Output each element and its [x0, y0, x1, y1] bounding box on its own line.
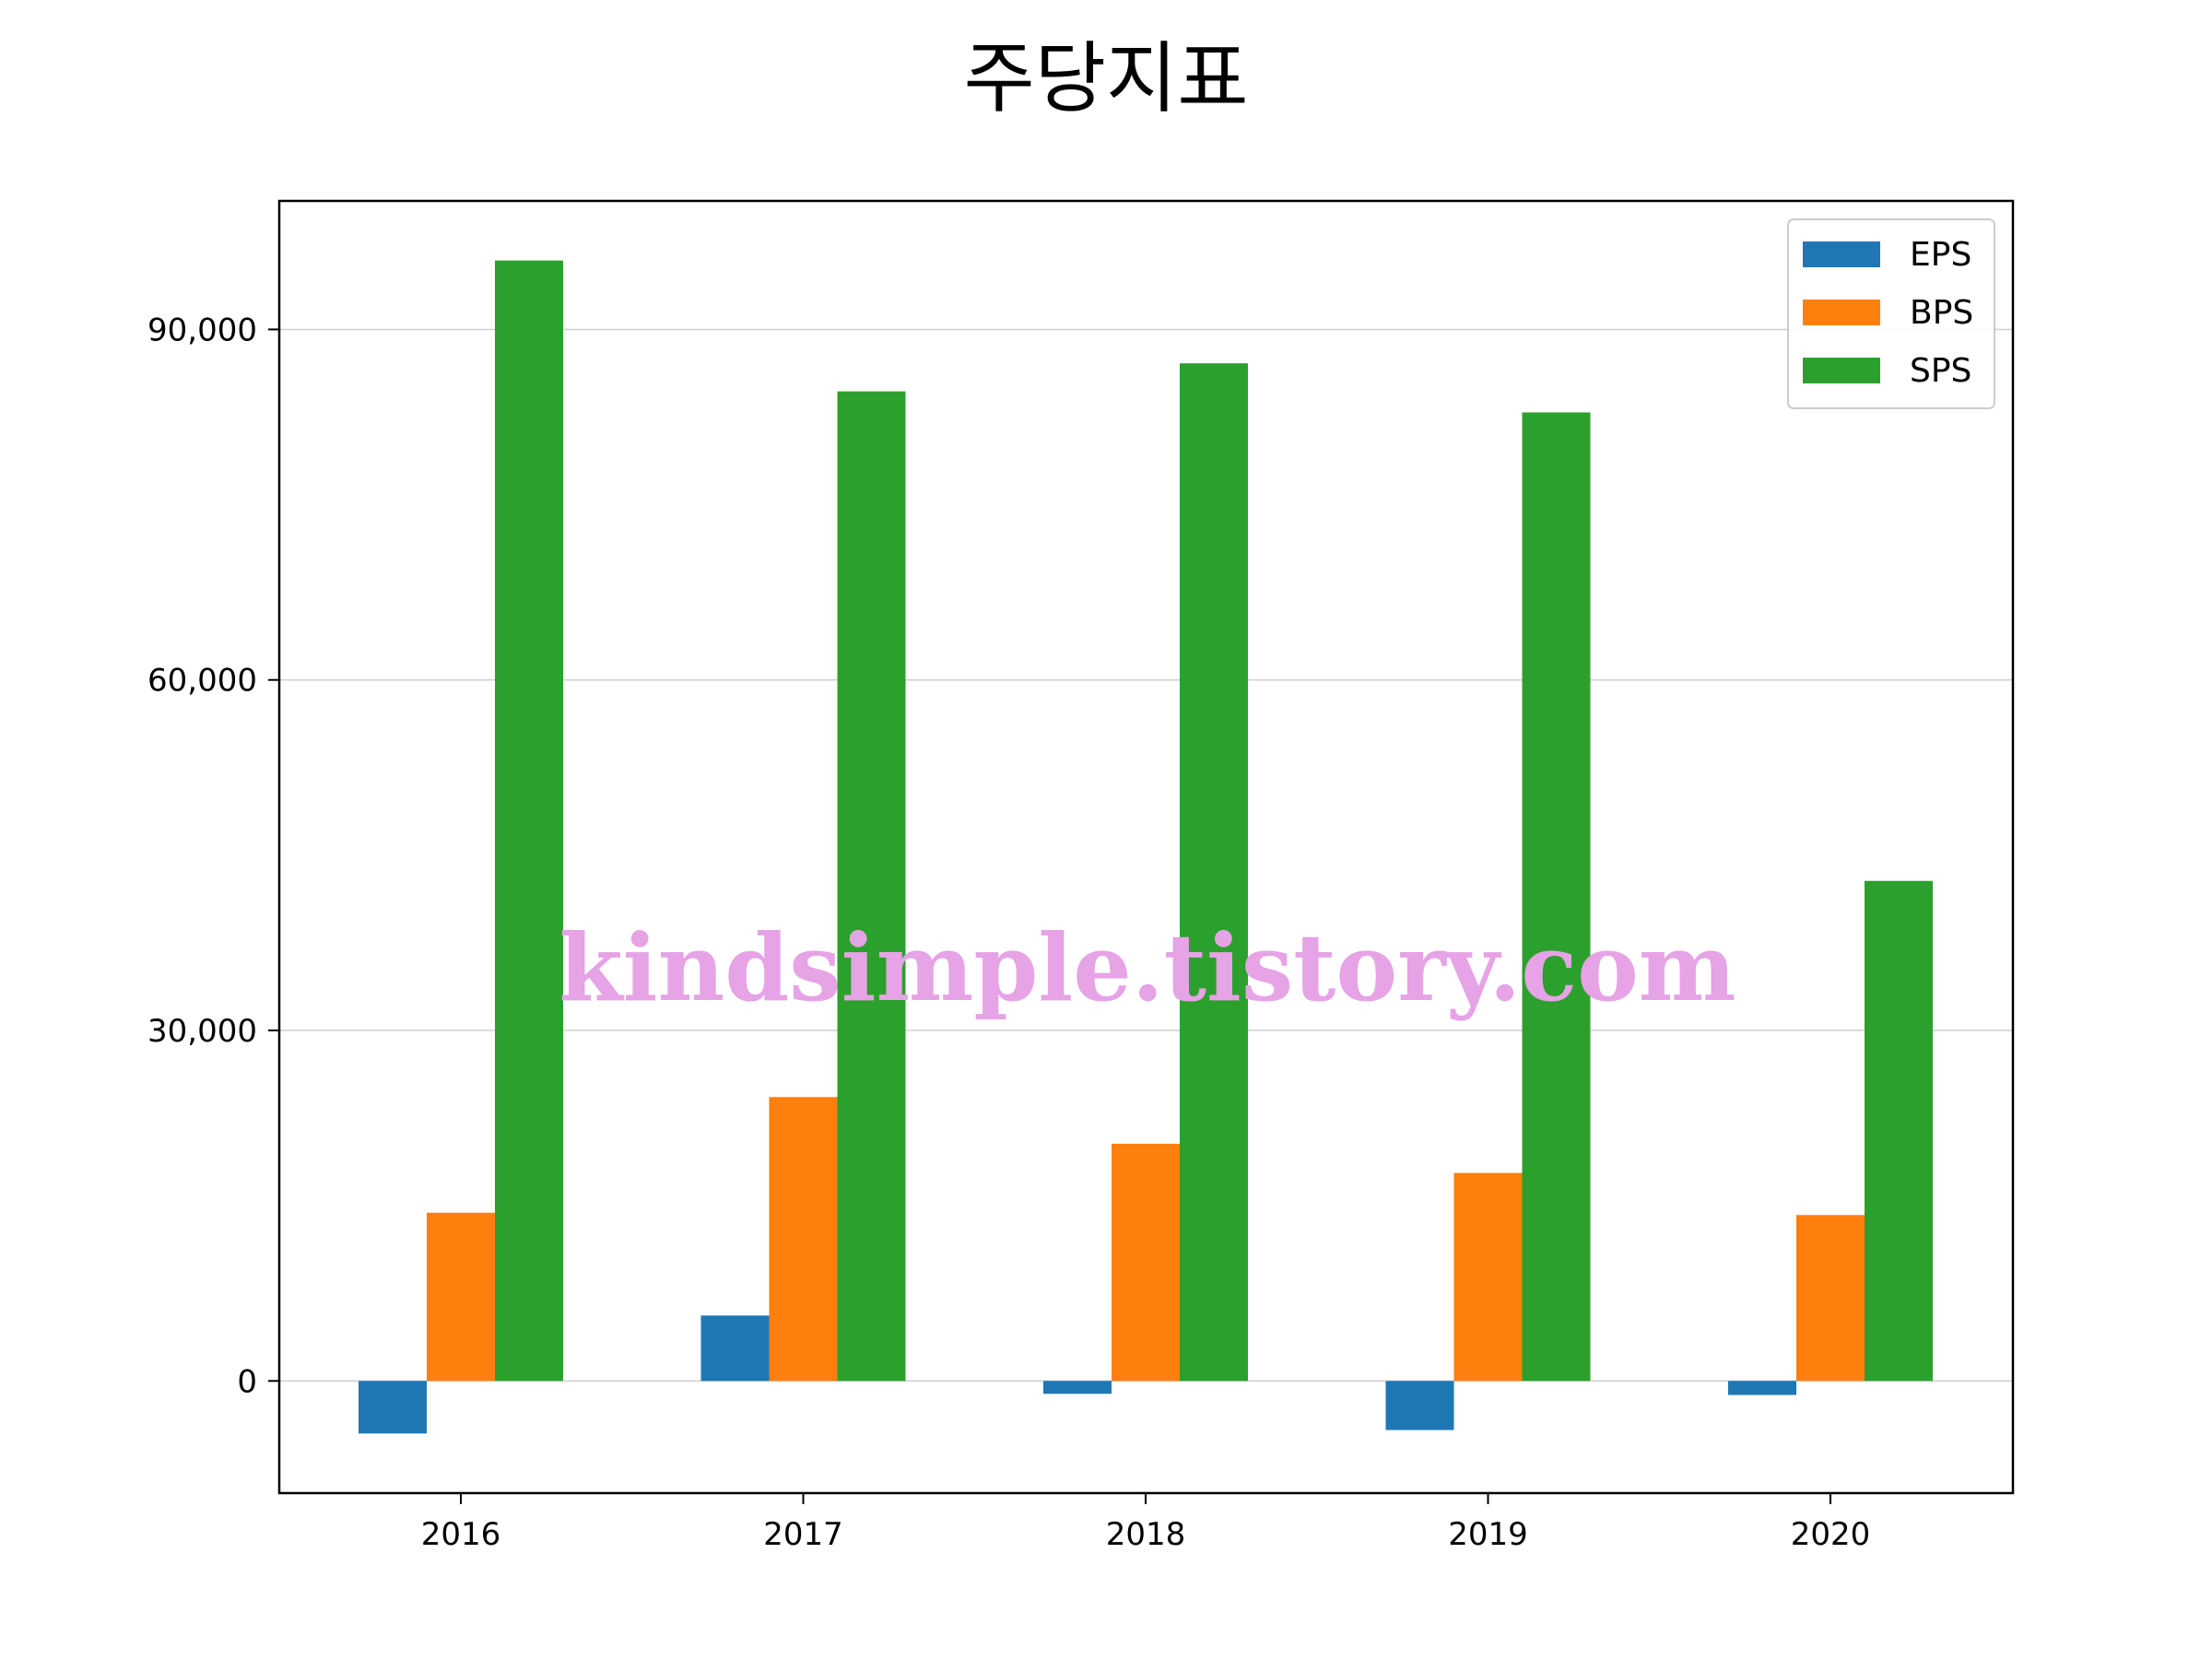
x-axis: 2016 2017 2018 2019 2020 [421, 1493, 1871, 1553]
bar-bps-2020 [1796, 1215, 1865, 1382]
chart-title: 주당지표 [963, 33, 1249, 124]
bar-eps-2019 [1385, 1381, 1454, 1430]
x-tick-label: 2016 [421, 1516, 501, 1553]
bar-eps-2016 [359, 1381, 427, 1434]
x-tick-label: 2018 [1106, 1516, 1186, 1553]
bar-bps-2016 [427, 1212, 495, 1382]
watermark-text: kindsimple.tistory.com [559, 913, 1735, 1022]
y-axis: 0 30,000 60,000 90,000 [147, 312, 279, 1400]
y-tick-label: 0 [237, 1363, 257, 1400]
bar-eps-2018 [1043, 1381, 1112, 1394]
bar-sps-2016 [495, 260, 563, 1382]
legend-swatch-bps [1803, 300, 1880, 325]
grid-lines [279, 328, 2013, 1382]
bar-bps-2018 [1112, 1143, 1180, 1382]
bar-sps-2019 [1522, 412, 1591, 1382]
legend-swatch-sps [1803, 358, 1880, 383]
legend-label-sps: SPS [1910, 352, 1971, 390]
bar-eps-2020 [1728, 1381, 1796, 1395]
x-tick-label: 2019 [1448, 1516, 1528, 1553]
legend-label-bps: BPS [1910, 294, 1973, 332]
legend: EPS BPS SPS [1787, 218, 1995, 409]
bar-sps-2017 [837, 391, 906, 1382]
bar-bps-2017 [769, 1097, 838, 1382]
y-tick-label: 60,000 [147, 663, 257, 700]
legend-swatch-eps [1803, 241, 1880, 267]
bar-sps-2018 [1180, 363, 1248, 1382]
legend-label-eps: EPS [1910, 236, 1971, 274]
x-tick-label: 2020 [1791, 1516, 1871, 1553]
y-tick-label: 90,000 [147, 312, 257, 348]
bars [359, 260, 1933, 1434]
bar-sps-2020 [1865, 880, 1933, 1382]
y-tick-label: 30,000 [147, 1013, 257, 1050]
x-tick-label: 2017 [763, 1516, 843, 1553]
bar-bps-2019 [1453, 1172, 1523, 1382]
bar-eps-2017 [700, 1315, 770, 1382]
